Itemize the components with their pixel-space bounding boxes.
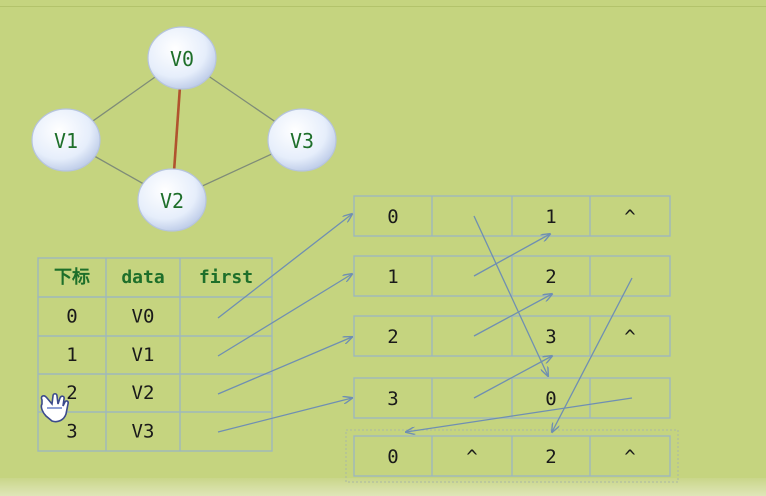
pointer-arrow bbox=[473, 356, 552, 399]
edge-node-row-0: 0 1 ^ bbox=[353, 195, 671, 237]
edge-node-cell: ^ bbox=[624, 206, 635, 228]
edge-node-row-2: 2 3 ^ bbox=[353, 315, 671, 357]
node-label: V1 bbox=[54, 129, 78, 153]
edge-node-cell: 1 bbox=[387, 266, 398, 288]
vertex-table-border bbox=[37, 257, 273, 452]
edge-node-cell: 3 bbox=[545, 326, 556, 348]
vertex-table: 下标 data first 0 V0 1 V1 2 V2 3 V3 bbox=[37, 257, 273, 452]
pointer-arrow bbox=[473, 215, 548, 376]
pointer-arrow bbox=[552, 277, 633, 432]
edge-node-cell: 0 bbox=[545, 388, 556, 410]
vertex-data-cell: V3 bbox=[132, 421, 155, 443]
vertex-index-cell: 2 bbox=[66, 382, 77, 404]
hand-cursor-icon bbox=[40, 392, 69, 423]
graph-node-v0: V0 bbox=[147, 26, 217, 90]
edge-node-row-4: 0 ^ 2 ^ bbox=[345, 429, 679, 483]
graph-node-v2: V2 bbox=[137, 168, 207, 232]
vertex-table-header: data bbox=[121, 267, 164, 288]
node-circle bbox=[31, 108, 101, 172]
edge-node-cell: 2 bbox=[545, 266, 556, 288]
pointer-arrow bbox=[473, 294, 552, 337]
pointer-arrow bbox=[217, 274, 352, 357]
vertex-table-header: 下标 bbox=[54, 266, 90, 288]
node-label: V3 bbox=[290, 129, 314, 153]
edge-node-rows: 0 1 ^1 22 3 ^3 00 ^ 2 ^ bbox=[345, 195, 679, 483]
graph-node-v1: V1 bbox=[31, 108, 101, 172]
pointer-arrow bbox=[217, 398, 352, 433]
edge-node-cell: 0 bbox=[387, 446, 398, 468]
edge-node-cell: 1 bbox=[545, 206, 556, 228]
graph-nodes: V0 V1 V2 V3 bbox=[31, 26, 337, 232]
edge-node-cell: 2 bbox=[545, 446, 556, 468]
edge-node-cell: ^ bbox=[466, 446, 477, 468]
node-circle bbox=[137, 168, 207, 232]
vertex-data-cell: V1 bbox=[132, 344, 155, 366]
node-label: V0 bbox=[170, 47, 194, 71]
vertex-table-header: first bbox=[199, 267, 253, 288]
pointer-arrows bbox=[217, 214, 633, 433]
edge-node-cell: ^ bbox=[624, 326, 635, 348]
pointer-arrow bbox=[473, 234, 550, 277]
bottom-strip bbox=[0, 478, 766, 496]
edge-node-cell: ^ bbox=[624, 446, 635, 468]
edge-node-cell: 3 bbox=[387, 388, 398, 410]
pointer-arrow bbox=[217, 214, 352, 319]
edge-node-cell: 2 bbox=[387, 326, 398, 348]
vertex-data-cell: V2 bbox=[132, 382, 155, 404]
vertex-index-cell: 3 bbox=[66, 421, 77, 443]
selection-frame bbox=[345, 429, 679, 483]
vertex-index-cell: 0 bbox=[66, 306, 77, 328]
top-divider bbox=[0, 6, 766, 7]
pointer-arrow bbox=[217, 337, 352, 395]
node-circle bbox=[147, 26, 217, 90]
node-circle bbox=[267, 108, 337, 172]
pointer-arrow bbox=[406, 397, 633, 432]
node-label: V2 bbox=[160, 189, 184, 213]
edge-node-cell: 0 bbox=[387, 206, 398, 228]
vertex-index-cell: 1 bbox=[66, 344, 77, 366]
vertex-data-cell: V0 bbox=[132, 306, 155, 328]
graph-node-v3: V3 bbox=[267, 108, 337, 172]
